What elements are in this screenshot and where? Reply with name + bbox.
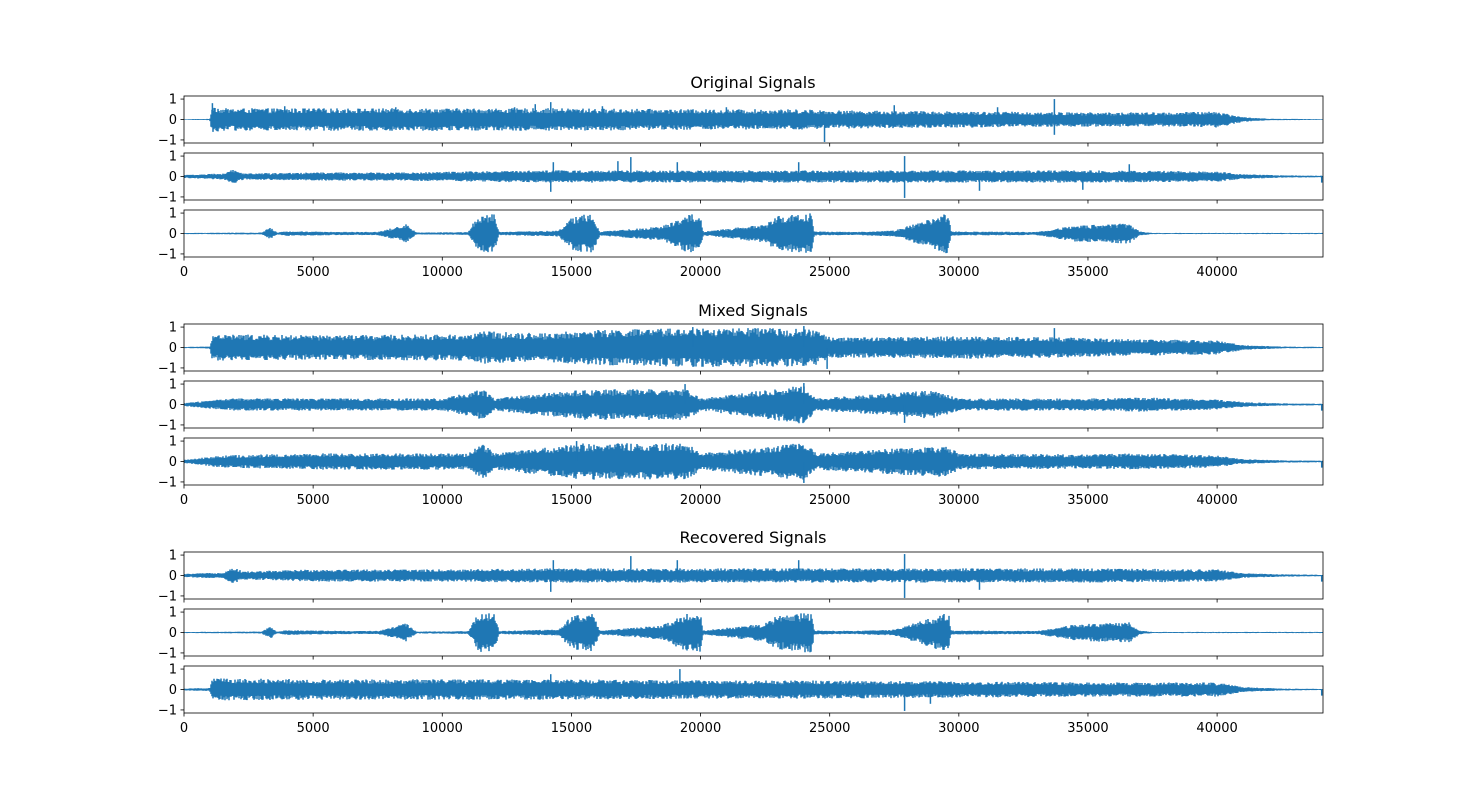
signal-line <box>184 678 1323 701</box>
y-tick-label: 1 <box>169 378 177 393</box>
y-tick-label: −1 <box>158 418 177 433</box>
y-tick-label: −1 <box>158 247 177 262</box>
panel-top: −1 0 1 <box>158 321 1324 376</box>
y-tick-label: 1 <box>169 606 177 621</box>
y-tick-label: 0 <box>169 569 177 584</box>
signal-line <box>184 213 1323 254</box>
y-tick-label: −1 <box>158 475 177 490</box>
y-tick-label: 0 <box>169 227 177 242</box>
x-tick-label: 20000 <box>680 265 721 280</box>
x-tick-label: 20000 <box>680 721 721 736</box>
signal-line <box>184 613 1323 653</box>
y-tick-label: 0 <box>169 341 177 356</box>
chart-title: Mixed Signals <box>698 301 808 320</box>
signal-line <box>184 170 1323 183</box>
signal-line <box>184 386 1323 424</box>
signal-line <box>184 568 1323 583</box>
y-tick-label: 1 <box>169 207 177 222</box>
x-tick-label: 40000 <box>1196 493 1237 508</box>
y-tick-label: −1 <box>158 646 177 661</box>
y-tick-label: −1 <box>158 133 177 148</box>
y-tick-label: 0 <box>169 398 177 413</box>
y-tick-label: −1 <box>158 190 177 205</box>
x-tick-label: 30000 <box>938 265 979 280</box>
x-tick-label: 15000 <box>551 265 592 280</box>
y-tick-label: 1 <box>169 321 177 336</box>
x-tick-label: 10000 <box>422 265 463 280</box>
y-tick-label: 0 <box>169 683 177 698</box>
x-tick-label: 35000 <box>1067 493 1108 508</box>
signal-line <box>184 443 1323 480</box>
y-tick-label: −1 <box>158 703 177 718</box>
x-tick-label: 10000 <box>422 493 463 508</box>
y-tick-label: 0 <box>169 113 177 128</box>
panel-middle: −1 0 1 <box>158 150 1324 205</box>
signal-line <box>184 107 1323 132</box>
x-tick-label: 0 <box>180 265 188 280</box>
y-tick-label: 1 <box>169 150 177 165</box>
y-tick-label: 0 <box>169 170 177 185</box>
y-tick-label: 0 <box>169 626 177 641</box>
y-tick-label: 0 <box>169 455 177 470</box>
y-tick-label: 1 <box>169 93 177 108</box>
x-tick-label: 15000 <box>551 721 592 736</box>
x-tick-label: 30000 <box>938 721 979 736</box>
panel-top: −1 0 1 <box>158 549 1324 604</box>
x-tick-label: 0 <box>180 493 188 508</box>
x-tick-label: 40000 <box>1196 721 1237 736</box>
y-tick-label: 1 <box>169 663 177 678</box>
chart-title: Original Signals <box>690 73 815 92</box>
x-tick-label: 30000 <box>938 493 979 508</box>
x-tick-label: 25000 <box>809 493 850 508</box>
x-tick-label: 0 <box>180 721 188 736</box>
panel-middle: −1 0 1 <box>158 606 1324 661</box>
x-tick-label: 5000 <box>297 493 330 508</box>
y-tick-label: −1 <box>158 361 177 376</box>
x-tick-label: 40000 <box>1196 265 1237 280</box>
x-tick-label: 5000 <box>297 721 330 736</box>
x-tick-label: 35000 <box>1067 721 1108 736</box>
y-tick-label: 1 <box>169 549 177 564</box>
x-tick-label: 25000 <box>809 721 850 736</box>
x-tick-label: 20000 <box>680 493 721 508</box>
x-tick-label: 35000 <box>1067 265 1108 280</box>
y-tick-label: 1 <box>169 435 177 450</box>
x-tick-label: 10000 <box>422 721 463 736</box>
x-tick-label: 25000 <box>809 265 850 280</box>
panel-middle: −1 0 1 <box>158 378 1324 433</box>
chart-title: Recovered Signals <box>680 528 827 547</box>
x-tick-label: 5000 <box>297 265 330 280</box>
x-tick-label: 15000 <box>551 493 592 508</box>
panel-top: −1 0 1 <box>158 93 1324 148</box>
signal-line <box>184 328 1323 367</box>
y-tick-label: −1 <box>158 589 177 604</box>
